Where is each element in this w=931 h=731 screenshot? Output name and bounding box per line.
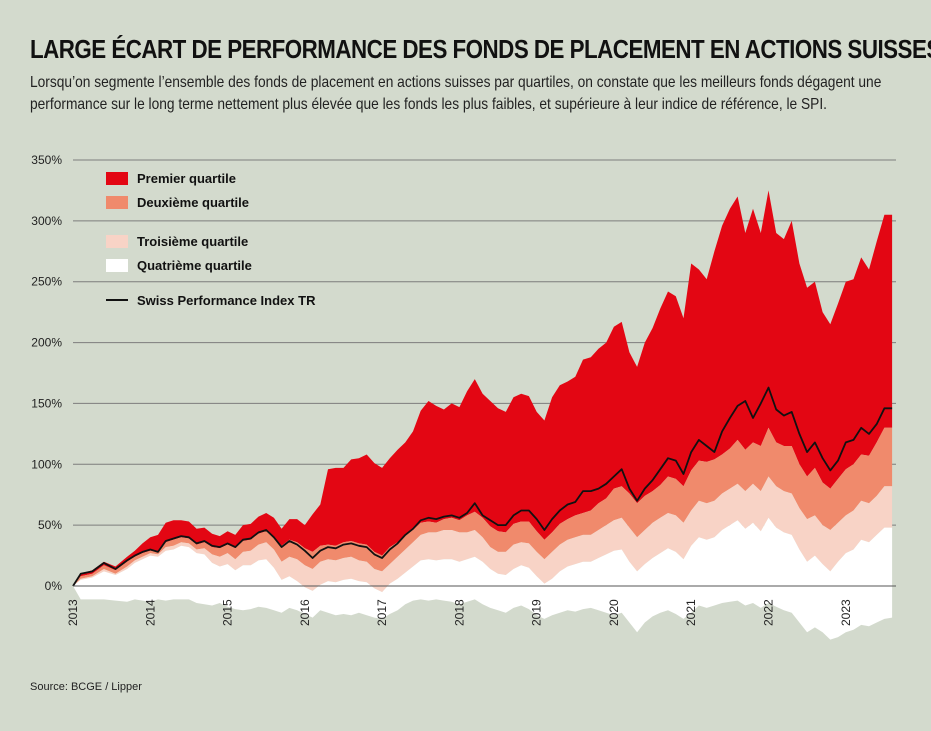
area-quatrieme-quartile [73,517,893,640]
legend-label-q2: Deuxième quartile [137,195,249,210]
area-troisieme-quartile [73,476,893,593]
x-tick-label-2021: 2021 [684,599,698,626]
legend-swatch-q4 [106,259,128,272]
legend-label-q3: Troisième quartile [137,234,249,249]
x-tick-label-2020: 2020 [607,599,621,626]
legend-swatch-q3 [106,235,128,248]
legend-line-spi [106,299,128,301]
legend-label-q1: Premier quartile [137,171,236,186]
x-tick-label-2013: 2013 [66,599,80,626]
y-tick-label-350: 350% [31,153,62,167]
legend-label-spi: Swiss Performance Index TR [137,293,316,308]
y-tick-label-50: 50% [38,518,62,532]
x-tick-label-2016: 2016 [298,599,312,626]
spi-line-layer [72,386,893,587]
area-series [73,190,893,640]
chart-subtitle: Lorsqu’on segmente l’ensemble des fonds … [30,74,882,113]
y-tick-label-150: 150% [31,396,62,410]
y-tick-label-200: 200% [31,336,62,350]
x-tick-label-2022: 2022 [761,599,775,626]
area-premier-quartile [73,190,893,586]
y-tick-label-0: 0% [45,579,63,593]
x-tick-label-2014: 2014 [143,599,157,626]
area-deuxieme-quartile [73,427,893,586]
x-tick-label-2018: 2018 [452,599,466,626]
source-note: Source: BCGE / Lipper [30,681,142,693]
legend-swatch-q1 [106,172,128,185]
x-tick-label-2019: 2019 [530,599,544,626]
chart-title: LARGE ÉCART DE PERFORMANCE DES FONDS DE … [30,34,931,64]
legend-label-q4: Quatrième quartile [137,258,252,273]
x-tick-label-2015: 2015 [221,599,235,626]
legend-swatch-q2 [106,196,128,209]
x-axis-ticks: 2013 2014 2015 2016 2017 2018 2019 2020 2021 2022… [66,599,853,626]
y-axis-ticks: 0% 50% 100% 150% 200% 250% 300% 350% [31,153,62,593]
y-tick-label-250: 250% [31,275,62,289]
x-tick-label-2017: 2017 [375,599,389,626]
x-tick-label-2023: 2023 [839,599,853,626]
y-tick-label-100: 100% [31,457,62,471]
y-tick-label-300: 300% [31,214,62,228]
spi-line [72,386,893,587]
